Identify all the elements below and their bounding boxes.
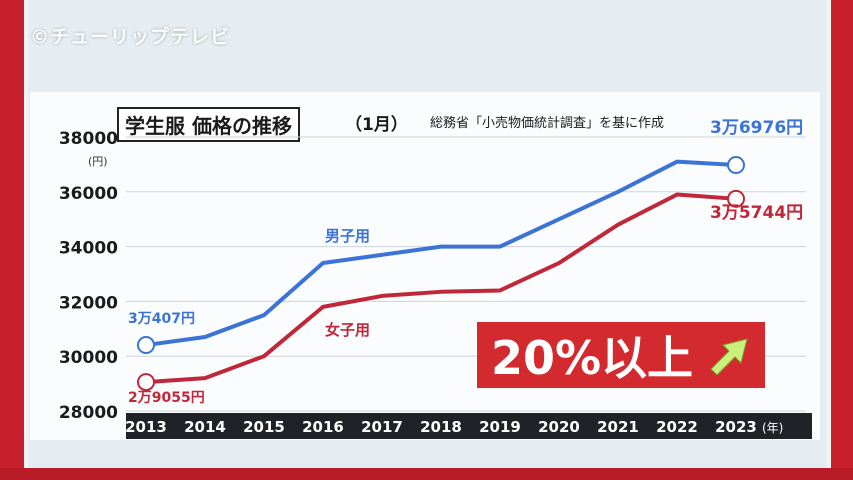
y-tick-label: 34000 [59,239,118,259]
x-axis-band [126,413,812,439]
frame-bottom-edge [0,468,853,480]
frame-left-edge [0,0,24,480]
chart-subtitle: （1月） [345,115,408,135]
series-label-girls: 女子用 [325,321,370,339]
y-tick-label: 30000 [59,348,118,368]
frame-right-edge [831,0,853,480]
y-tick-label: 28000 [59,403,118,423]
x-tick-label: 2013 [125,418,167,436]
x-tick-label: 2017 [361,418,403,436]
x-tick-label: 2023 [715,418,757,436]
y-tick-label: 36000 [59,184,118,204]
broadcaster-watermark: ©チューリップテレビ [30,26,231,48]
series-label-boys: 男子用 [325,227,370,245]
callout-text: 20%以上 [490,331,694,385]
x-tick-label: 2018 [420,418,462,436]
arrow-up-right-icon [710,338,748,375]
x-tick-label: 2021 [597,418,639,436]
y-tick-label: 32000 [59,293,118,313]
x-tick-label: 2015 [243,418,285,436]
chart-source: 総務省「小売物価統計調査」を基に作成 [430,116,665,131]
x-tick-label: 2019 [479,418,521,436]
x-tick-label: 2014 [184,418,226,436]
data-point-marker [727,189,745,208]
y-tick-label: 38000 [59,129,118,149]
value-annotation: 3万5744円 [710,203,803,223]
value-annotation: 3万6976円 [710,118,803,138]
data-point-marker [137,336,155,355]
series-line-1 [145,192,737,385]
y-unit-label: (円) [88,155,108,168]
data-point-marker [727,156,745,175]
x-tick-label: 2022 [656,418,698,436]
x-tick-label: 2016 [302,418,344,436]
value-annotation: 3万407円 [128,311,195,327]
series-line-0 [145,159,737,348]
data-point-marker [137,373,155,392]
chart-title: 学生服 価格の推移 [117,107,300,142]
x-tick-label: 2020 [538,418,580,436]
x-unit-label: (年) [762,421,783,435]
increase-callout: 20%以上 [477,322,765,388]
value-annotation: 2万9055円 [128,390,205,406]
